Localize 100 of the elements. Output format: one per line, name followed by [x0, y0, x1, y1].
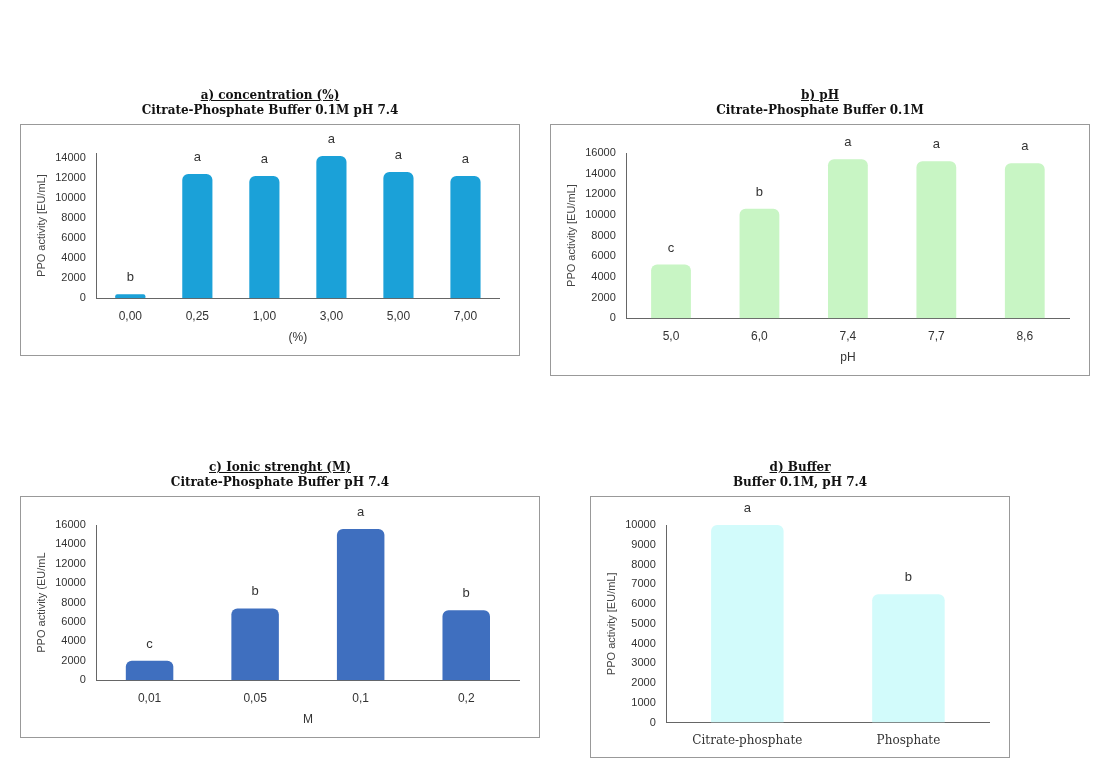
data-label: b — [462, 585, 470, 601]
x-tick-label: 0,00 — [118, 308, 143, 323]
bar — [383, 172, 414, 299]
y-tick-label: 10000 — [585, 207, 616, 220]
y-tick-label: 4000 — [631, 636, 656, 649]
x-axis-title: (%) — [288, 330, 308, 345]
y-tick-label: 2000 — [61, 653, 86, 666]
y-tick-label: 10000 — [55, 191, 86, 204]
y-tick-label: 12000 — [55, 556, 86, 569]
y-tick-label: 6000 — [631, 597, 656, 610]
x-tick-label: 3,00 — [319, 308, 344, 323]
data-label: a — [260, 151, 269, 167]
y-tick-label: 1000 — [631, 695, 656, 708]
x-tick-label: 6,0 — [751, 328, 769, 343]
data-label: b — [126, 269, 134, 285]
y-tick-label: 6000 — [591, 249, 616, 262]
y-tick-label: 5000 — [631, 616, 656, 629]
data-label: b — [755, 183, 764, 199]
chart-subtitle: Citrate-Phosphate Buffer 0.1M pH 7.4 — [140, 103, 400, 118]
y-tick-label: 9000 — [631, 537, 656, 550]
bar — [125, 660, 174, 681]
x-tick-label: 7,4 — [839, 328, 857, 343]
x-tick-label: 1,00 — [252, 308, 277, 323]
bar — [182, 174, 213, 299]
y-tick-label: 16000 — [55, 518, 86, 531]
y-tick-label: 8000 — [631, 557, 656, 570]
y-tick-label: 0 — [79, 291, 86, 304]
x-tick-label: 5,0 — [662, 328, 680, 343]
chart-title: b) pH — [800, 88, 840, 103]
y-tick-label: 0 — [79, 673, 86, 686]
bar — [336, 528, 385, 681]
x-axis-title: M — [302, 712, 313, 727]
bar — [916, 161, 957, 319]
chart-subtitle: Citrate-Phosphate Buffer pH 7.4 — [169, 475, 391, 490]
y-tick-label: 2000 — [631, 676, 656, 689]
y-tick-label: 14000 — [585, 166, 616, 179]
bar — [651, 264, 691, 319]
x-tick-label: 7,7 — [927, 328, 945, 343]
x-tick-label: 0,05 — [243, 690, 268, 705]
x-tick-label: 7,00 — [453, 308, 478, 323]
data-label: a — [932, 136, 941, 152]
y-tick-label: 2000 — [61, 271, 86, 284]
data-label: a — [357, 503, 366, 519]
x-axis-title: pH — [840, 350, 856, 365]
y-tick-label: 14000 — [55, 151, 86, 164]
y-tick-label: 4000 — [61, 634, 86, 647]
x-tick-label: Phosphate — [876, 732, 941, 747]
bar — [115, 294, 146, 299]
bar — [450, 176, 481, 299]
y-tick-label: 0 — [649, 715, 656, 728]
y-axis-title: PPO activity (EU/mL — [34, 552, 47, 653]
y-axis-title: PPO activity [EU/mL] — [34, 174, 47, 277]
y-tick-label: 8000 — [591, 228, 616, 241]
data-label: b — [251, 583, 259, 599]
y-tick-label: 12000 — [585, 187, 616, 200]
x-tick-label: 8,6 — [1016, 328, 1034, 343]
y-tick-label: 8000 — [61, 211, 86, 224]
x-tick-label: Citrate-phosphate — [692, 732, 803, 747]
y-tick-label: 6000 — [61, 615, 86, 628]
y-tick-label: 12000 — [55, 171, 86, 184]
x-tick-label: 0,2 — [457, 690, 475, 705]
data-label: b — [904, 569, 913, 585]
data-label: a — [193, 149, 202, 165]
bar — [828, 159, 868, 319]
data-label: a — [743, 500, 752, 516]
y-tick-label: 7000 — [631, 577, 656, 590]
y-tick-label: 16000 — [585, 146, 616, 159]
data-label: c — [667, 239, 675, 255]
y-tick-label: 4000 — [61, 251, 86, 264]
bar — [739, 208, 780, 319]
data-label: a — [461, 151, 470, 167]
chart-title: c) Ionic strenght (M) — [208, 460, 352, 475]
chart-title: d) Buffer — [768, 460, 832, 475]
bar — [1004, 163, 1045, 319]
x-tick-label: 0,1 — [352, 690, 370, 705]
y-tick-label: 10000 — [55, 576, 86, 589]
y-tick-label: 6000 — [61, 231, 86, 244]
x-tick-label: 5,00 — [386, 308, 411, 323]
chart-subtitle: Citrate-Phosphate Buffer 0.1M — [715, 103, 925, 118]
x-tick-label: 0,25 — [185, 308, 210, 323]
y-axis-title: PPO activity [EU/mL] — [564, 184, 577, 287]
x-tick-label: 0,01 — [137, 690, 162, 705]
bar — [316, 156, 347, 299]
y-tick-label: 3000 — [631, 656, 656, 669]
data-label: c — [146, 635, 154, 651]
y-tick-label: 10000 — [625, 518, 656, 531]
bar — [442, 610, 490, 681]
chart-subtitle: Buffer 0.1M, pH 7.4 — [731, 475, 869, 490]
data-label: a — [327, 131, 336, 147]
y-tick-label: 8000 — [61, 595, 86, 608]
y-axis-title: PPO activity [EU/mL] — [604, 572, 617, 676]
y-tick-label: 2000 — [591, 290, 616, 303]
data-label: a — [394, 147, 403, 163]
bar — [231, 608, 279, 681]
y-tick-label: 4000 — [591, 269, 616, 282]
y-tick-label: 0 — [609, 311, 616, 324]
y-tick-label: 14000 — [55, 537, 86, 550]
bar — [249, 176, 280, 299]
data-label: a — [1021, 138, 1030, 154]
chart-title: a) concentration (%) — [199, 88, 341, 103]
